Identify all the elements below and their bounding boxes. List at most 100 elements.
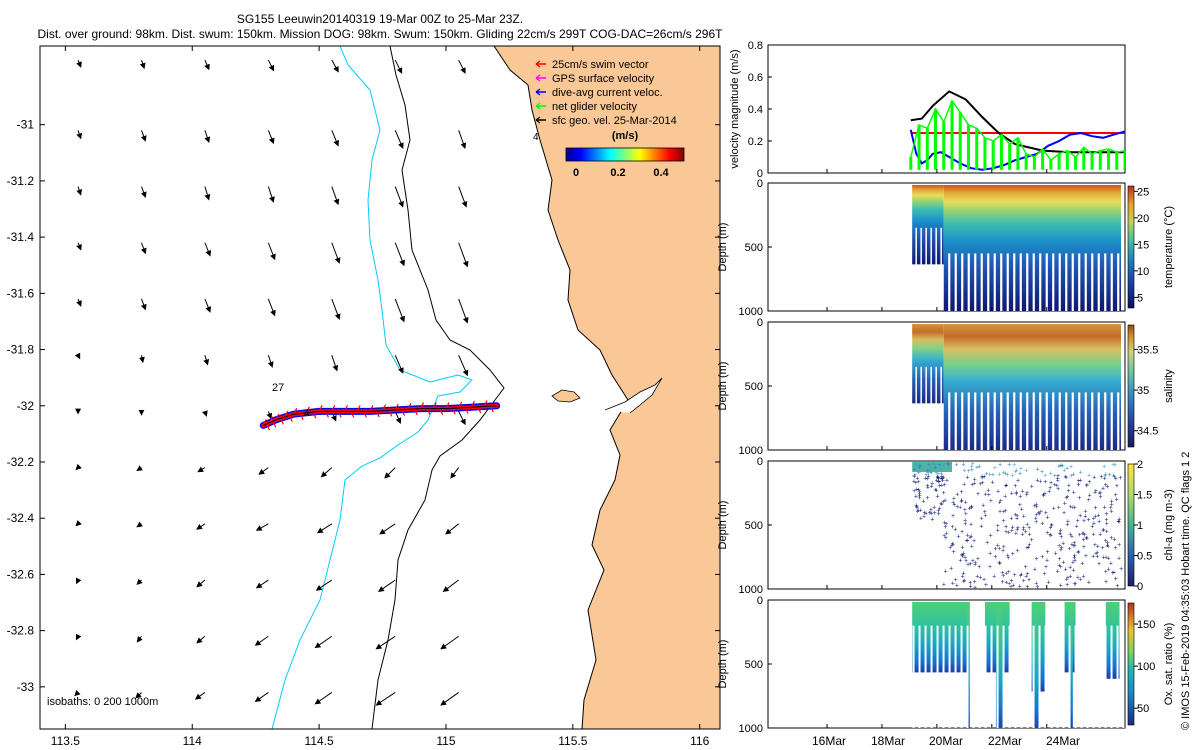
geo-vector-arrow (331, 130, 340, 147)
geo-vector-arrow (331, 59, 339, 73)
chl-sample-marker: + (937, 478, 941, 485)
chl-sample-marker: + (951, 541, 955, 548)
chl-sample-marker: + (1039, 509, 1043, 516)
chl-sample-marker: + (970, 482, 974, 489)
date-tick: 16Mar (812, 734, 846, 748)
chl-sample-marker: + (1068, 573, 1072, 580)
chl-sample-marker: + (941, 499, 945, 506)
chl-sample-marker: + (922, 510, 926, 517)
chl-sample-marker: + (930, 469, 934, 476)
chl-sample-marker: + (1080, 531, 1084, 538)
chl-sample-marker: + (1007, 581, 1011, 588)
swim-vector (369, 405, 374, 412)
chl-sample-marker: + (919, 466, 923, 473)
chl-sample-marker: + (1107, 566, 1111, 573)
chl-sample-marker: + (1072, 490, 1076, 497)
track-annotation: 27 (272, 382, 284, 394)
chl-sample-marker: + (1035, 504, 1039, 511)
chl-sample-marker: + (926, 476, 930, 483)
colorbar-tick-label: 0.5 (1137, 551, 1152, 563)
chl-sample-marker: + (1117, 519, 1121, 526)
geo-vector-arrow (267, 242, 276, 261)
chl-sample-marker: + (1093, 542, 1097, 549)
chl-sample-marker: + (1056, 569, 1060, 576)
chl-sample-marker: + (1052, 505, 1056, 512)
swim-vector (272, 420, 277, 428)
x-tick-label: 115.5 (558, 734, 587, 748)
swim-vector (401, 409, 406, 416)
chl-sample-marker: + (914, 503, 918, 510)
colorbar-tick: 0 (573, 167, 579, 179)
oxygen-profile-block (1070, 602, 1073, 728)
geo-vector-arrow (76, 298, 82, 307)
chl-sample-marker: + (936, 476, 940, 483)
swim-vector (350, 411, 355, 418)
chl-sample-marker: + (1011, 582, 1015, 589)
swim-vector (394, 403, 399, 411)
chl-sample-marker: + (1104, 579, 1108, 586)
chl-sample-marker: + (975, 465, 979, 472)
chl-sample-marker: + (1102, 463, 1106, 470)
chl-sample-marker: + (956, 534, 960, 541)
chl-sample-marker: + (1018, 494, 1022, 501)
chl-sample-marker: + (979, 515, 983, 522)
velocity-series-line (910, 90, 1125, 154)
chl-sample-marker: + (1057, 543, 1061, 550)
chl-sample-marker: + (1111, 462, 1115, 469)
chl-sample-marker: + (971, 558, 975, 565)
section-panel: ++++ ++++++++++++++++++++++ ++++ + +++++++++… (717, 456, 1175, 596)
chl-sample-marker: + (1094, 488, 1098, 495)
chl-sample-marker: + (1041, 493, 1045, 500)
chl-sample-marker: + (943, 520, 947, 527)
chl-sample-marker: + (1004, 529, 1008, 536)
chl-sample-marker: + (1004, 482, 1008, 489)
geo-vector-arrow (140, 242, 147, 255)
chl-sample-marker: + (1117, 516, 1121, 523)
chl-sample-marker: + (1065, 465, 1069, 472)
geo-vector-arrow (204, 186, 211, 201)
chl-sample-marker: + (1038, 478, 1042, 485)
date-tick: 20Mar (929, 734, 963, 748)
chl-sample-marker: + (1056, 486, 1060, 493)
chl-sample-marker: + (1013, 483, 1017, 490)
geo-vector-arrow (450, 467, 460, 479)
chl-sample-marker: + (1037, 510, 1041, 517)
chl-sample-marker: + (1085, 483, 1089, 490)
chl-sample-marker: + (1076, 518, 1080, 525)
chl-sample-marker: + (1049, 522, 1053, 529)
geo-vector-arrow (136, 521, 143, 528)
chl-sample-marker: + (1059, 463, 1063, 470)
swim-vector (458, 401, 463, 409)
chl-sample-marker: + (938, 505, 942, 512)
chl-sample-marker: + (994, 546, 998, 553)
x-tick-label: 115 (436, 734, 455, 748)
chl-sample-marker: + (1076, 478, 1080, 485)
chl-sample-marker: + (1072, 567, 1076, 574)
chl-sample-marker: + (919, 507, 923, 514)
geo-vector-arrow (197, 466, 206, 473)
chl-sample-marker: + (918, 489, 922, 496)
chl-sample-marker: + (1027, 577, 1031, 584)
chl-sample-marker: + (1001, 573, 1005, 580)
chl-sample-marker: + (1069, 473, 1073, 480)
chl-sample-marker: + (942, 582, 946, 589)
chl-sample-marker: + (1086, 517, 1090, 524)
geo-vector-arrow (267, 298, 276, 317)
colorbar-tick-label: 35 (1137, 385, 1149, 397)
legend-arrowhead (535, 60, 541, 68)
map-legend: 25cm/s swim vector GPS surface velocity di… (535, 59, 677, 127)
chl-sample-marker: + (1015, 548, 1019, 555)
y-tick-label: 0 (757, 456, 763, 468)
chl-sample-marker: + (1058, 530, 1062, 537)
chl-sample-marker: + (968, 561, 972, 568)
chl-sample-marker: + (1018, 471, 1022, 478)
chl-sample-marker: + (1033, 503, 1037, 510)
chl-sample-marker: + (1099, 474, 1103, 481)
chl-sample-marker: + (1103, 471, 1107, 478)
chl-sample-marker: + (1076, 549, 1080, 556)
y-tick-label: 0 (757, 168, 763, 180)
chl-sample-marker: + (1007, 569, 1011, 576)
geo-vector-arrow (442, 579, 459, 593)
y-tick-label: 0.2 (748, 136, 763, 148)
